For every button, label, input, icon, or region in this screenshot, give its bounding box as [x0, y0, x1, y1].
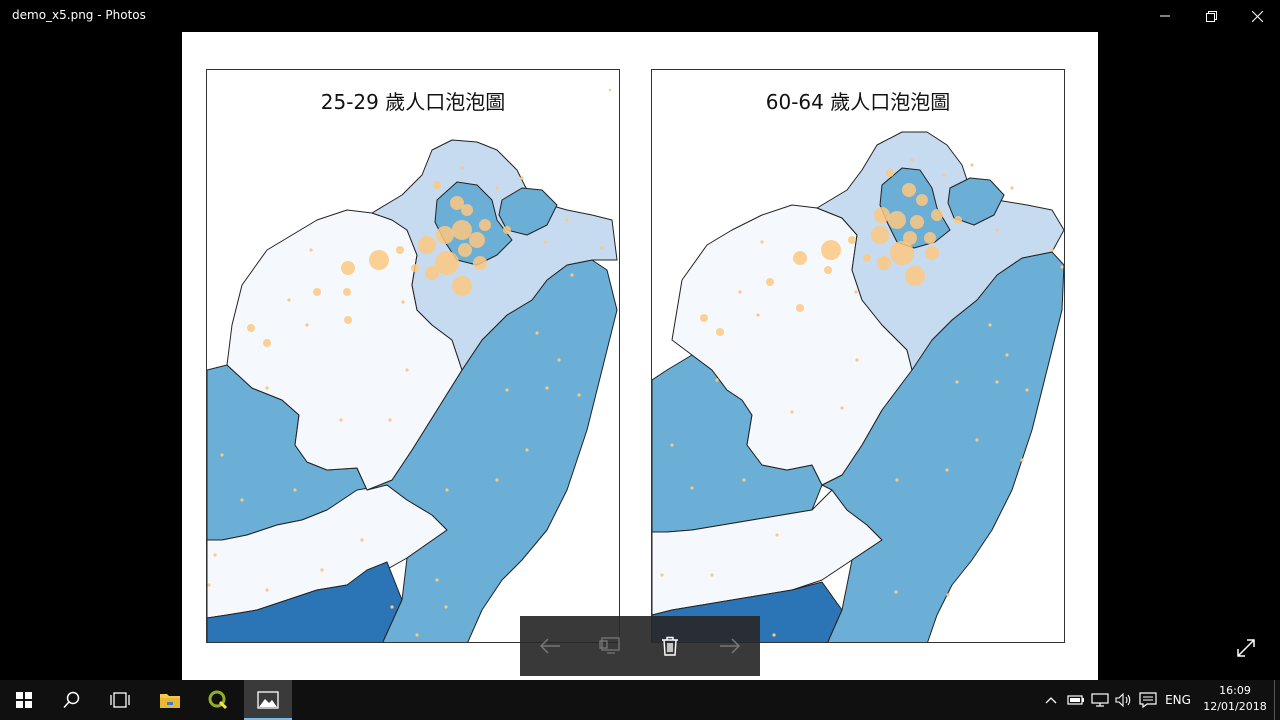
- minimize-button[interactable]: [1142, 0, 1188, 32]
- bubble-map: [207, 88, 618, 642]
- qgis-button[interactable]: [194, 680, 242, 720]
- volume-icon: [1115, 693, 1131, 707]
- volume-button[interactable]: [1114, 680, 1134, 720]
- message-icon: [1139, 692, 1157, 708]
- photos-button[interactable]: [244, 680, 292, 720]
- delete-button[interactable]: [640, 616, 700, 676]
- clock-time: 16:09: [1219, 684, 1251, 697]
- map-25-29: 25-29 歲人口泡泡圖: [206, 69, 620, 643]
- photos-icon: [257, 691, 279, 709]
- expand-icon: [1237, 639, 1255, 657]
- image-viewer[interactable]: 25-29 歲人口泡泡圖: [0, 32, 1280, 680]
- window-title: demo_x5.png - Photos: [12, 8, 146, 22]
- small-dots: [660, 158, 1064, 637]
- trash-icon: [662, 636, 678, 656]
- task-view-icon: [110, 692, 130, 708]
- file-explorer-button[interactable]: [146, 680, 194, 720]
- region-north-lowland: [226, 209, 463, 491]
- language-indicator[interactable]: ENG: [1165, 693, 1191, 707]
- start-button[interactable]: [0, 680, 48, 720]
- taskbar: ENG 16:09 12/01/2018: [0, 680, 1280, 720]
- displayed-image: 25-29 歲人口泡泡圖: [182, 32, 1098, 680]
- map-title: 60-64 歲人口泡泡圖: [765, 90, 951, 114]
- region-northeast: [816, 131, 1064, 371]
- chevron-up-icon: [1045, 697, 1057, 704]
- restore-button[interactable]: [1188, 0, 1234, 32]
- map-title: 25-29 歲人口泡泡圖: [320, 90, 506, 114]
- battery-icon: [1067, 695, 1084, 705]
- arrow-right-icon: [720, 638, 741, 654]
- clock[interactable]: 16:09 12/01/2018: [1200, 683, 1270, 715]
- folder-icon: [160, 694, 180, 708]
- region-north-lowland: [671, 204, 913, 486]
- region-harbor: [947, 177, 1005, 226]
- expand-button[interactable]: [1230, 632, 1262, 664]
- close-button[interactable]: [1234, 0, 1280, 32]
- qgis-icon: [208, 690, 228, 710]
- region-south: [207, 561, 403, 642]
- show-desktop-button[interactable]: [1274, 680, 1280, 720]
- clock-date: 12/01/2018: [1203, 700, 1267, 713]
- slideshow-icon: [599, 637, 620, 654]
- previous-button[interactable]: [520, 616, 580, 676]
- small-dots: [207, 88, 612, 637]
- task-view-button[interactable]: [96, 680, 144, 720]
- arrow-left-icon: [539, 638, 560, 654]
- restore-icon: [1205, 10, 1217, 22]
- region-harbor: [498, 187, 558, 236]
- minimize-icon: [1160, 15, 1170, 17]
- slideshow-button[interactable]: [580, 616, 640, 676]
- close-icon: [1251, 10, 1263, 22]
- network-button[interactable]: [1090, 680, 1110, 720]
- notifications-button[interactable]: [1138, 680, 1158, 720]
- search-icon: [63, 691, 80, 709]
- map-60-64: 60-64 歲人口泡泡圖: [651, 69, 1065, 643]
- viewer-controls: [520, 616, 760, 676]
- bubbles: [247, 181, 511, 347]
- show-hidden-icons-button[interactable]: [1042, 680, 1060, 720]
- title-bar: demo_x5.png - Photos: [0, 0, 1280, 32]
- bubbles: [700, 169, 962, 336]
- network-icon: [1091, 693, 1109, 707]
- search-button[interactable]: [48, 680, 96, 720]
- bubble-map: [652, 131, 1064, 642]
- windows-logo-icon: [16, 692, 32, 708]
- battery-button[interactable]: [1066, 680, 1086, 720]
- next-button[interactable]: [700, 616, 760, 676]
